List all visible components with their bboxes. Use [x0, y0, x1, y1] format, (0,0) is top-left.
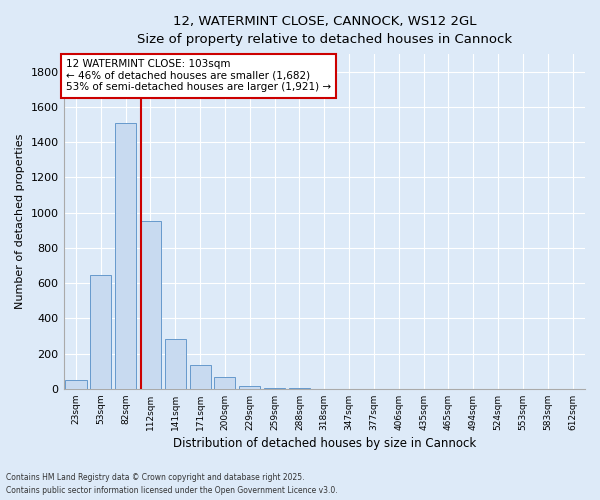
- Bar: [190, 365, 211, 389]
- Bar: [165, 340, 186, 389]
- Bar: [239, 386, 260, 389]
- Bar: [115, 123, 136, 389]
- X-axis label: Distribution of detached houses by size in Cannock: Distribution of detached houses by size …: [173, 437, 476, 450]
- Bar: [65, 380, 86, 389]
- Bar: [140, 222, 161, 389]
- Bar: [264, 388, 285, 389]
- Text: Contains HM Land Registry data © Crown copyright and database right 2025.
Contai: Contains HM Land Registry data © Crown c…: [6, 474, 338, 495]
- Title: 12, WATERMINT CLOSE, CANNOCK, WS12 2GL
Size of property relative to detached hou: 12, WATERMINT CLOSE, CANNOCK, WS12 2GL S…: [137, 15, 512, 46]
- Bar: [90, 275, 112, 389]
- Bar: [214, 378, 235, 389]
- Y-axis label: Number of detached properties: Number of detached properties: [15, 134, 25, 309]
- Text: 12 WATERMINT CLOSE: 103sqm
← 46% of detached houses are smaller (1,682)
53% of s: 12 WATERMINT CLOSE: 103sqm ← 46% of deta…: [66, 59, 331, 92]
